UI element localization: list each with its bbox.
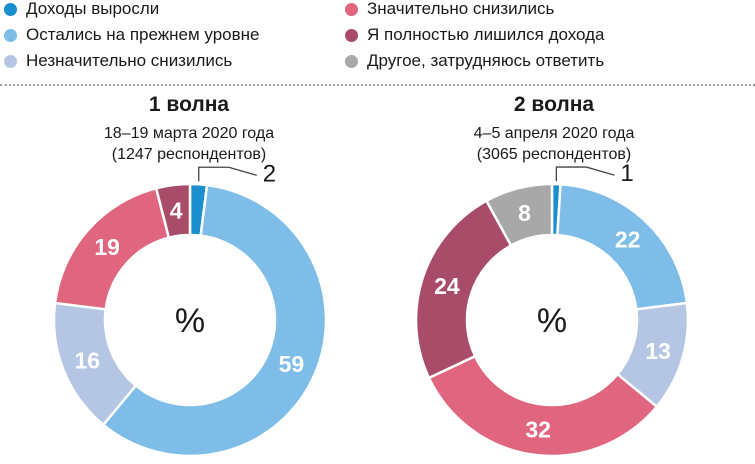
- slice-value-label: 8: [518, 200, 531, 226]
- legend-item: Остались на прежнем уровне: [4, 25, 259, 45]
- donut-slice: [154, 182, 192, 240]
- chart-subtitle-date: 18–19 марта 2020 года: [103, 125, 275, 142]
- slice-value-label: 22: [615, 226, 641, 252]
- center-unit-label: %: [537, 302, 567, 340]
- chart-subtitle-date: 4–5 апреля 2020 года: [473, 125, 635, 142]
- chart-subtitle-respondents: (1247 респондентов): [111, 146, 267, 163]
- legend-item: Доходы выросли: [4, 0, 159, 19]
- legend-swatch: [345, 2, 358, 16]
- chart-wave-2: 2 волна 4–5 апреля 2020 года (3065 респо…: [365, 92, 743, 464]
- legend-label: Доходы выросли: [26, 0, 160, 18]
- slice-value-label: 32: [525, 417, 551, 443]
- slice-value-label: 4: [170, 197, 183, 223]
- leader-line: [555, 166, 615, 182]
- chart-wave-1: 1 волна 18–19 марта 2020 года (1247 респ…: [0, 92, 378, 464]
- chart-title: 1 волна: [148, 93, 230, 116]
- legend-swatch: [4, 28, 17, 42]
- donut-chart: 1 22 13 32 24 8%: [414, 160, 690, 458]
- legend-swatch: [4, 2, 17, 16]
- slice-value-label: 19: [94, 234, 120, 260]
- legend-label: Другое, затрудняюсь ответить: [367, 51, 605, 70]
- donut-chart: 2 59 16 19 4%: [52, 160, 328, 458]
- slice-value-label: 1: [620, 160, 633, 187]
- legend-swatch: [4, 54, 17, 68]
- legend: Доходы выросли Остались на прежнем уровне…: [0, 0, 755, 78]
- legend-label: Значительно снизились: [367, 0, 555, 18]
- donut-slice: [101, 183, 328, 458]
- chart-subtitle-respondents: (3065 респондентов): [476, 146, 632, 163]
- legend-item: Другое, затрудняюсь ответить: [345, 51, 604, 71]
- legend-item: Я полностью лишился дохода: [345, 25, 605, 45]
- center-unit-label: %: [175, 302, 205, 340]
- legend-item: Незначительно снизились: [4, 51, 232, 71]
- legend-label: Я полностью лишился дохода: [367, 25, 605, 44]
- slice-value-label: 59: [279, 351, 305, 377]
- legend-swatch: [345, 54, 358, 68]
- donut-slice: [414, 199, 513, 380]
- legend-label: Остались на прежнем уровне: [26, 25, 260, 44]
- legend-label: Незначительно снизились: [26, 51, 233, 70]
- chart-title: 2 волна: [513, 93, 595, 116]
- legend-swatch: [345, 28, 358, 42]
- slice-value-label: 13: [645, 338, 671, 364]
- slice-value-label: 24: [434, 273, 460, 299]
- leader-line: [198, 166, 257, 182]
- donut-slice: [484, 182, 554, 248]
- donut-slice: [427, 354, 659, 458]
- slice-value-label: 2: [263, 160, 276, 187]
- slice-value-label: 16: [74, 348, 100, 374]
- divider: [0, 84, 755, 86]
- legend-item: Значительно снизились: [345, 0, 554, 19]
